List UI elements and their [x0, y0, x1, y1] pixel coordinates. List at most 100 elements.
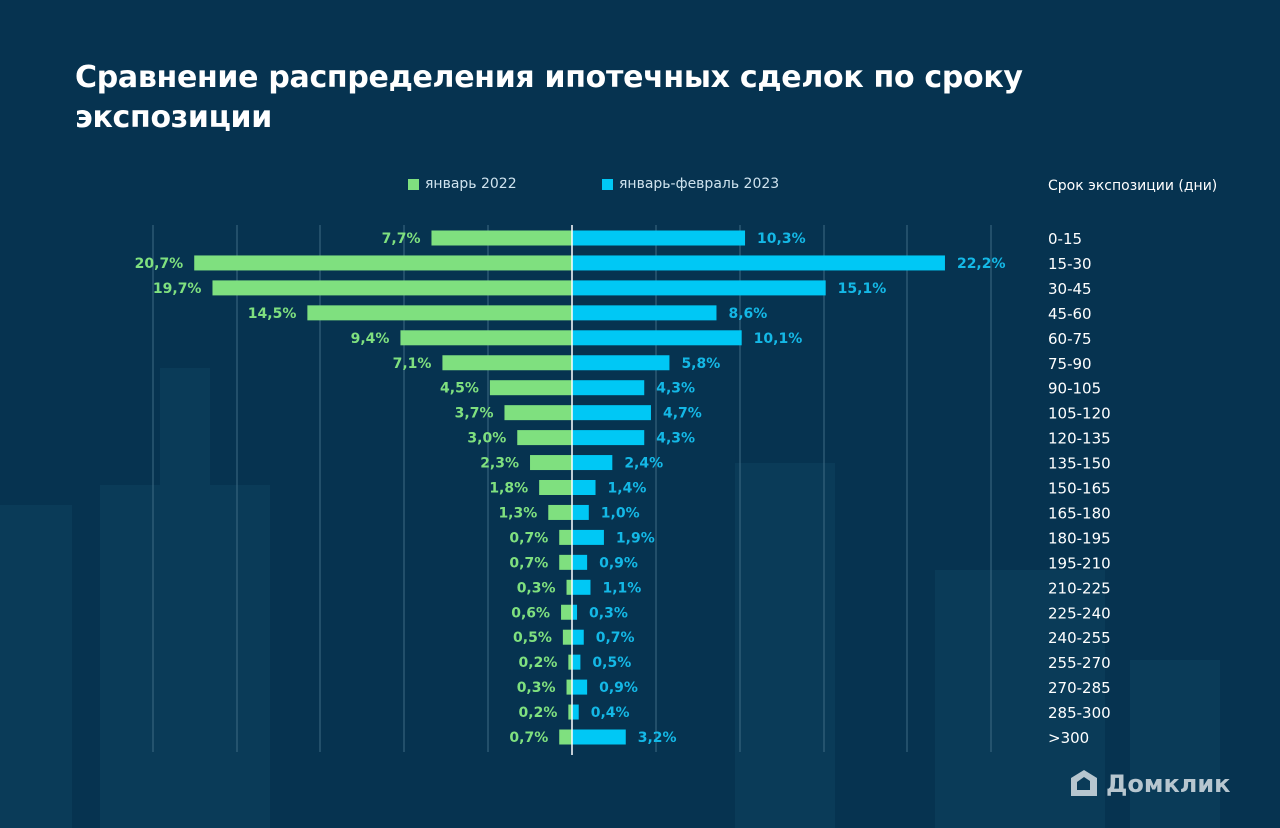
category-label: 180-195	[1048, 529, 1111, 547]
data-label-2022: 20,7%	[135, 256, 184, 272]
data-label-2022: 1,3%	[498, 505, 537, 521]
bar-2023	[572, 480, 596, 495]
chart-title: Сравнение распределения ипотечных сделок…	[75, 60, 1023, 135]
data-label-2023: 1,4%	[608, 481, 647, 497]
bar-2023	[572, 629, 584, 645]
data-label-2023: 0,9%	[599, 555, 638, 571]
background-building	[160, 368, 210, 828]
data-label-2023: 0,9%	[599, 680, 638, 696]
bar-2023	[572, 380, 645, 396]
data-label-2022: 7,1%	[393, 356, 432, 372]
category-label: 90-105	[1048, 380, 1101, 398]
legend-swatch	[408, 178, 419, 190]
category-label: 120-135	[1048, 430, 1111, 448]
bar-2023	[572, 230, 746, 246]
data-label-2023: 0,7%	[596, 630, 635, 646]
bar-2023	[572, 529, 604, 545]
bar-2022	[307, 305, 572, 321]
data-label-2023: 4,7%	[663, 406, 702, 422]
bar-2023	[572, 355, 670, 371]
category-axis-title: Срок экспозиции (дни)	[1048, 178, 1218, 194]
legend-label: январь 2022	[425, 176, 517, 192]
bar-2022	[566, 679, 572, 695]
data-label-2022: 0,6%	[511, 605, 550, 621]
data-label-2022: 1,8%	[489, 481, 528, 497]
bar-2023	[572, 679, 588, 695]
category-label: 255-270	[1048, 654, 1111, 672]
data-label-2022: 0,7%	[509, 530, 548, 546]
background-building	[735, 463, 835, 828]
bar-2022	[566, 579, 572, 595]
bar-2023	[572, 729, 626, 745]
category-label: 195-210	[1048, 554, 1111, 572]
data-label-2023: 1,0%	[601, 505, 640, 521]
bar-2023	[572, 455, 613, 471]
data-label-2022: 4,5%	[440, 381, 479, 397]
category-label: 165-180	[1048, 504, 1111, 522]
data-label-2023: 10,1%	[754, 331, 803, 347]
data-label-2022: 3,7%	[455, 406, 494, 422]
data-label-2022: 0,3%	[517, 680, 556, 696]
bar-2022	[504, 405, 572, 421]
bar-2022	[548, 504, 572, 520]
data-label-2023: 22,2%	[957, 256, 1006, 272]
data-label-2023: 0,3%	[589, 605, 628, 621]
data-label-2023: 4,3%	[656, 381, 695, 397]
data-label-2023: 0,4%	[591, 705, 630, 721]
bar-2022	[517, 430, 572, 446]
data-label-2023: 0,5%	[592, 655, 631, 671]
data-label-2022: 0,3%	[517, 580, 556, 596]
data-label-2023: 2,4%	[624, 456, 663, 472]
logo-text: Домклик	[1106, 770, 1231, 798]
data-label-2022: 2,3%	[480, 456, 519, 472]
data-label-2022: 0,7%	[509, 730, 548, 746]
category-label: 270-285	[1048, 679, 1111, 697]
bar-2022	[568, 704, 572, 720]
data-label-2022: 7,7%	[382, 231, 421, 247]
category-label: >300	[1048, 729, 1089, 747]
data-label-2023: 8,6%	[728, 306, 767, 322]
category-label: 60-75	[1048, 330, 1092, 348]
category-label: 30-45	[1048, 280, 1092, 298]
bar-2023	[572, 579, 591, 595]
data-label-2023: 1,9%	[616, 530, 655, 546]
data-label-2022: 0,2%	[519, 705, 558, 721]
bar-2023	[572, 504, 589, 520]
bar-2022	[561, 604, 572, 620]
data-label-2022: 19,7%	[153, 281, 202, 297]
bar-2022	[568, 654, 572, 670]
category-label: 225-240	[1048, 604, 1111, 622]
bar-2022	[530, 455, 572, 471]
bar-2022	[194, 255, 572, 271]
bar-2022	[562, 629, 572, 645]
data-label-2023: 1,1%	[602, 580, 641, 596]
bar-2023	[572, 405, 651, 421]
bar-2022	[400, 330, 572, 346]
bar-2023	[572, 704, 579, 720]
data-label-2023: 3,2%	[638, 730, 677, 746]
category-label: 150-165	[1048, 480, 1111, 498]
data-label-2023: 4,3%	[656, 431, 695, 447]
bar-2022	[559, 529, 572, 545]
bar-2022	[559, 554, 572, 570]
category-label: 45-60	[1048, 305, 1092, 323]
category-label: 240-255	[1048, 629, 1111, 647]
bar-2022	[442, 355, 572, 371]
bar-2023	[572, 430, 645, 446]
background-building	[0, 505, 72, 828]
data-label-2023: 15,1%	[838, 281, 887, 297]
bar-2022	[559, 729, 572, 745]
data-label-2022: 9,4%	[351, 331, 390, 347]
house-logo-icon	[1071, 770, 1097, 796]
legend-item-2023: январь-февраль 2023	[602, 176, 779, 192]
category-label: 75-90	[1048, 355, 1092, 373]
legend-label: январь-февраль 2023	[619, 176, 780, 192]
category-label: 135-150	[1048, 455, 1111, 473]
bar-2023	[572, 654, 581, 670]
data-label-2022: 0,7%	[509, 555, 548, 571]
bar-2023	[572, 330, 742, 346]
category-label: 210-225	[1048, 579, 1111, 597]
data-label-2022: 14,5%	[248, 306, 297, 322]
bar-2023	[572, 255, 945, 271]
